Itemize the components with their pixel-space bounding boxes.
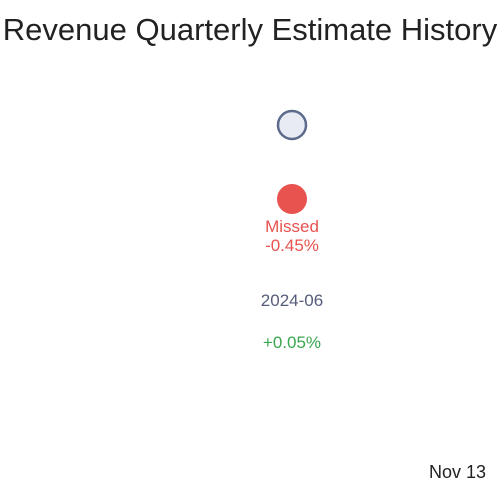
chart-title: Revenue Quarterly Estimate History xyxy=(2,12,498,47)
quarter-tick-label: 2024-06 xyxy=(261,291,323,310)
change-label: +0.05% xyxy=(263,333,321,352)
actual-point[interactable] xyxy=(277,184,307,214)
result-label: Missed xyxy=(265,217,319,236)
estimate-point[interactable] xyxy=(276,109,308,141)
surprise-label: -0.45% xyxy=(265,236,319,255)
footer-date: Nov 13 xyxy=(429,462,487,482)
